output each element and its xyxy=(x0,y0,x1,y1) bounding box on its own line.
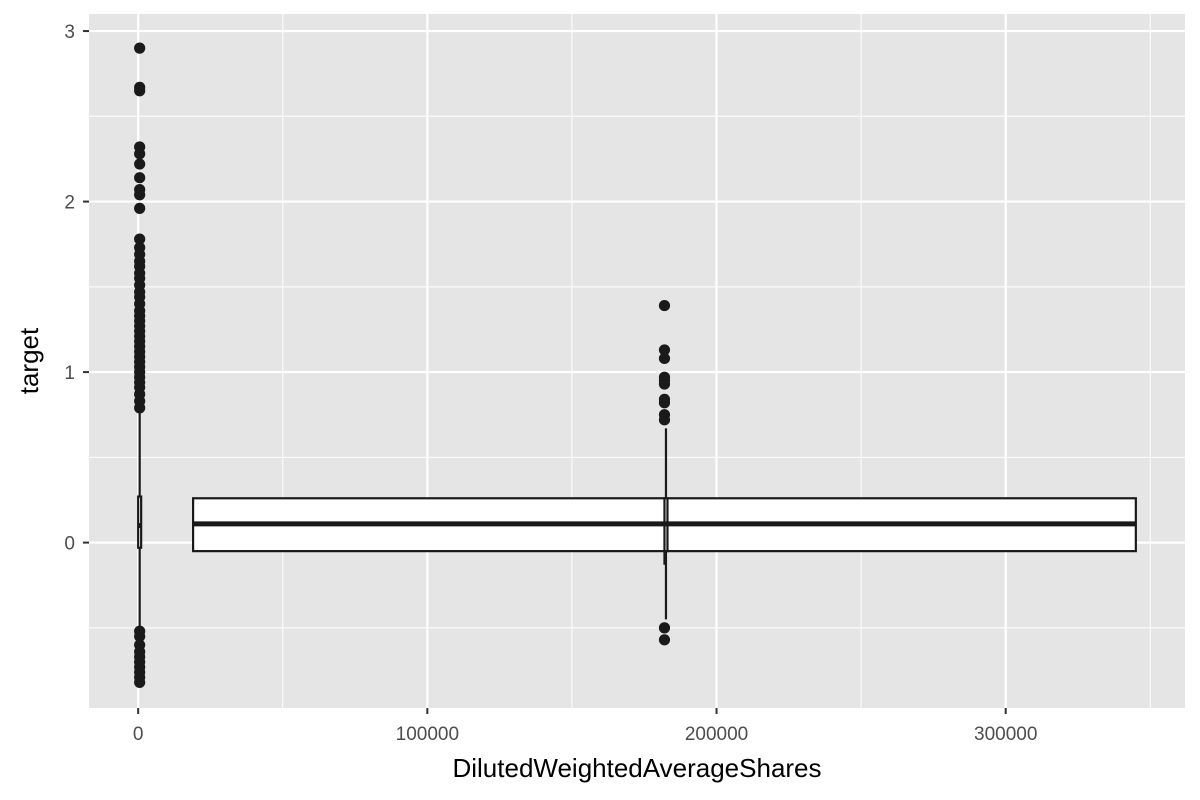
outlier-point xyxy=(134,158,146,170)
outlier-point xyxy=(134,233,146,245)
outlier-point xyxy=(134,402,146,414)
outlier-point xyxy=(658,397,671,409)
outlier-point xyxy=(134,676,146,689)
y-axis-title: target xyxy=(14,327,44,394)
outlier-point xyxy=(658,414,671,426)
outlier-point xyxy=(134,172,146,184)
outlier-point xyxy=(658,634,671,646)
x-tick-label: 200000 xyxy=(685,724,748,745)
outlier-point xyxy=(134,189,146,201)
x-tick-label: 0 xyxy=(133,724,144,745)
y-tick-label: 3 xyxy=(64,22,75,43)
outlier-point xyxy=(134,202,146,214)
y-tick-label: 0 xyxy=(64,534,75,555)
outlier-point xyxy=(658,352,671,365)
outlier-point xyxy=(658,378,671,390)
minor-gridlines xyxy=(89,14,1185,708)
box-group-2 xyxy=(658,299,671,646)
x-axis-title: DilutedWeightedAverageShares xyxy=(452,753,821,783)
box-iqr xyxy=(137,495,143,549)
y-tick-label: 2 xyxy=(64,193,75,214)
plot-panel xyxy=(89,14,1185,708)
outlier-point xyxy=(658,622,671,634)
box-group-0 xyxy=(134,42,146,689)
x-tick-label: 100000 xyxy=(396,724,459,745)
outlier-point xyxy=(658,344,671,356)
outlier-point xyxy=(134,42,146,54)
outlier-point xyxy=(658,299,671,312)
axes: 0 100000 200000 300000 0 1 2 3 xyxy=(64,22,1037,745)
outlier-point xyxy=(134,85,146,97)
y-tick-label: 1 xyxy=(64,363,75,384)
outlier-point xyxy=(134,148,146,160)
outlier-point xyxy=(134,630,146,642)
x-tick-label: 300000 xyxy=(974,724,1037,745)
box-marks xyxy=(134,42,1137,689)
